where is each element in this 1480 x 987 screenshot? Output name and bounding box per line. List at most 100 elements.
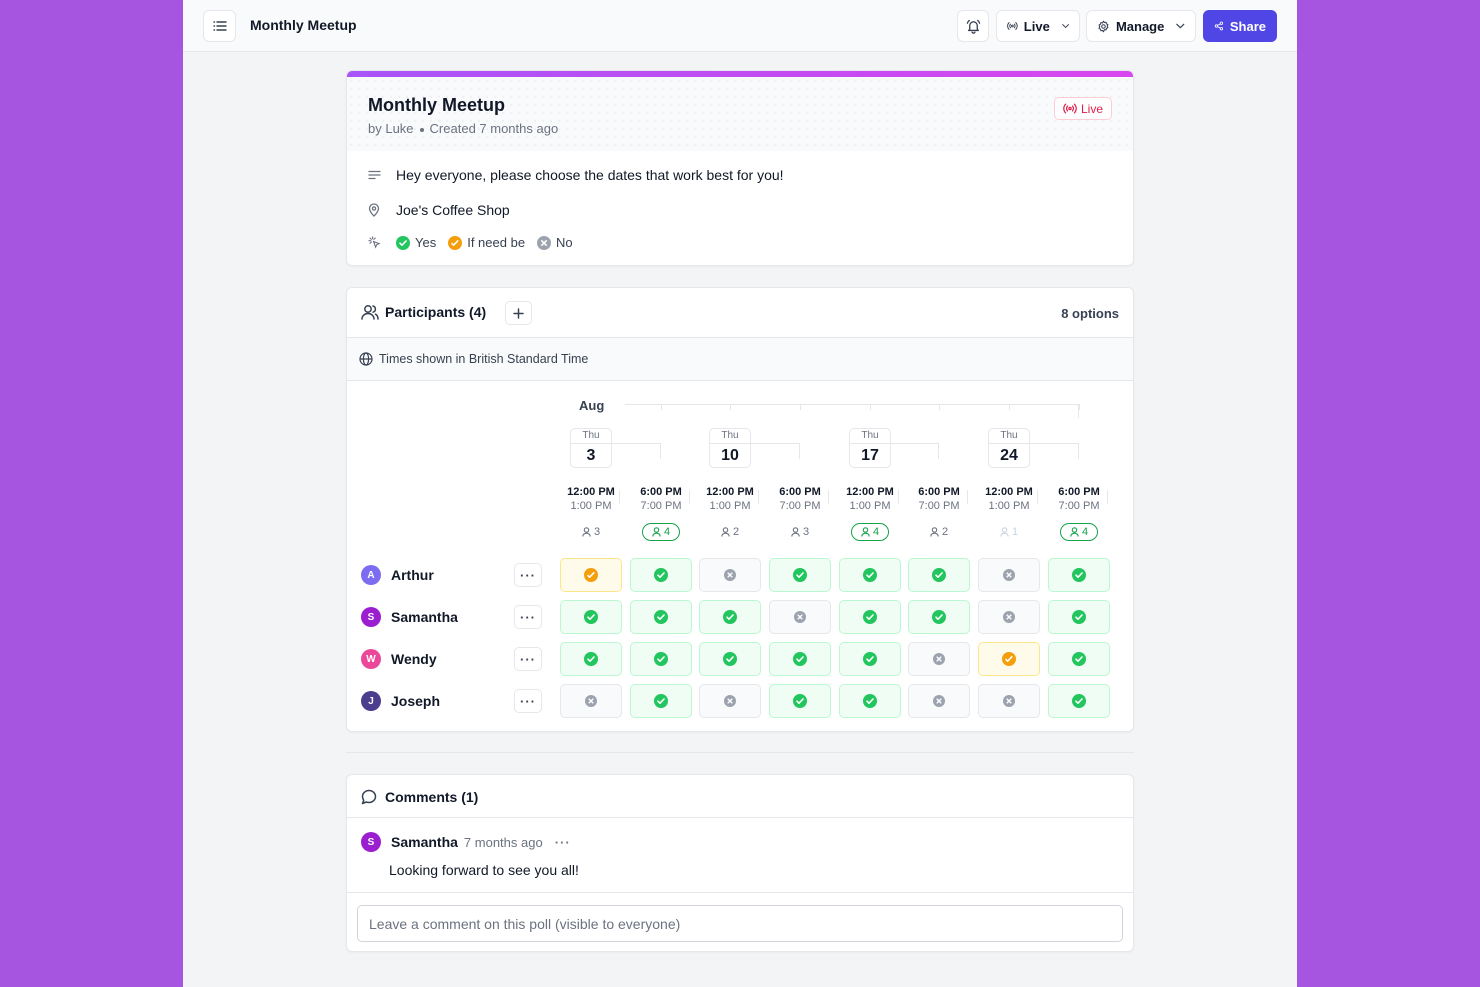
vote-cell-yes[interactable] [1048,600,1110,634]
participant-row: S Samantha [361,607,458,627]
comment-more-button[interactable]: ··· [554,834,571,850]
vote-count-value: 3 [802,526,810,538]
vote-cell-no[interactable] [769,600,831,634]
x-circle-icon [585,695,597,707]
vote-cell-yes[interactable] [839,684,901,718]
date-connector-tick [938,443,939,459]
vote-cell-no[interactable] [978,558,1040,592]
vote-cell-yes[interactable] [630,600,692,634]
check-circle-icon [863,652,877,666]
poll-created: Created 7 months ago [429,121,559,136]
vote-cell-no[interactable] [908,684,970,718]
check-circle-icon [793,694,807,708]
option-end-time: 7:00 PM [1058,500,1100,512]
column-tick [661,404,662,410]
option-end-time: 7:00 PM [779,500,821,512]
legend-maybe-label: If need be [467,235,526,250]
legend-maybe: If need be [448,235,525,250]
avatar: W [361,649,381,669]
participant-options-button[interactable]: ··· [514,689,542,713]
x-circle-icon [933,695,945,707]
vote-cell-yes[interactable] [839,600,901,634]
vote-cell-yes[interactable] [630,558,692,592]
vote-cell-yes[interactable] [1048,684,1110,718]
list-icon [212,21,227,31]
vote-cell-yes[interactable] [769,642,831,676]
vote-cell-yes[interactable] [630,642,692,676]
options-count: 8 options [1061,306,1119,321]
participants-header: Participants (4) 8 options [347,288,1133,338]
date-connector-line [751,443,800,444]
sidebar-toggle-button[interactable] [203,10,236,42]
vote-cell-yes[interactable] [560,600,622,634]
participants-card: Participants (4) 8 options Times shown i… [346,287,1134,732]
x-circle-icon [724,569,736,581]
vote-cell-yes[interactable] [630,684,692,718]
day-number: 3 [586,447,596,464]
date-header: Thu 10 [709,428,751,468]
option-time: 12:00 PM 1:00 PM [839,485,901,513]
vote-cell-no[interactable] [699,684,761,718]
comment-input[interactable] [357,905,1123,942]
vote-legend: Yes If need be No [368,235,585,250]
globe-icon [359,352,373,366]
participant-options-button[interactable]: ··· [514,647,542,671]
vote-cell-yes[interactable] [1048,558,1110,592]
notifications-button[interactable] [957,10,989,42]
comment-author-row: S Samantha 7 months ago ··· [361,832,571,852]
vote-cell-yes[interactable] [699,600,761,634]
vote-cell-no[interactable] [978,600,1040,634]
vote-count-value: 1 [1011,526,1019,538]
vote-cell-yes[interactable] [1048,642,1110,676]
text-align-icon [368,170,381,180]
add-participant-button[interactable] [505,301,532,325]
vote-cell-yes[interactable] [908,558,970,592]
option-vote-count: 4 [851,523,889,541]
comments-title: Comments (1) [385,789,479,805]
vote-cell-yes[interactable] [769,558,831,592]
vote-cell-yes[interactable] [908,600,970,634]
vote-cell-yes[interactable] [839,558,901,592]
vote-cell-maybe[interactable] [560,558,622,592]
vote-cell-no[interactable] [560,684,622,718]
legend-no-label: No [556,235,573,250]
vote-cell-no[interactable] [908,642,970,676]
status-badge: Live [1053,97,1112,120]
participant-name: Joseph [391,693,441,709]
vote-cell-yes[interactable] [839,642,901,676]
vote-cell-yes[interactable] [560,642,622,676]
avatar: A [361,565,381,585]
check-circle-icon [793,652,807,666]
status-dropdown-button[interactable]: Live [996,10,1080,42]
time-bracket [689,490,690,504]
check-circle-icon [793,568,807,582]
gear-icon [1098,20,1109,32]
date-header: Thu 3 [570,428,612,468]
check-circle-icon [1072,610,1086,624]
check-circle-icon [932,568,946,582]
date-connector-tick [799,443,800,459]
manage-dropdown-button[interactable]: Manage [1086,10,1196,42]
vote-cell-no[interactable] [699,558,761,592]
comments-card: Comments (1) S Samantha 7 months ago ···… [346,774,1134,952]
option-vote-count: 1 [990,523,1028,541]
day-number: 10 [721,447,739,464]
option-time: 6:00 PM 7:00 PM [630,485,692,513]
option-vote-count: 3 [781,523,819,541]
vote-cell-maybe[interactable] [978,642,1040,676]
vote-cell-yes[interactable] [699,642,761,676]
time-bracket [1037,490,1038,504]
share-button[interactable]: Share [1203,10,1277,42]
participant-options-button[interactable]: ··· [514,605,542,629]
vote-cell-no[interactable] [978,684,1040,718]
date-connector-line [612,443,661,444]
participant-options-button[interactable]: ··· [514,563,542,587]
vote-cell-yes[interactable] [769,684,831,718]
option-end-time: 7:00 PM [918,500,960,512]
top-bar: Monthly Meetup Live Manage Share [183,0,1297,52]
timezone-row[interactable]: Times shown in British Standard Time [347,338,1133,381]
poll-description-row: Hey everyone, please choose the dates th… [368,167,784,183]
check-circle-icon [654,652,668,666]
maybe-circle-icon [448,235,463,250]
vote-count-value: 2 [941,526,949,538]
